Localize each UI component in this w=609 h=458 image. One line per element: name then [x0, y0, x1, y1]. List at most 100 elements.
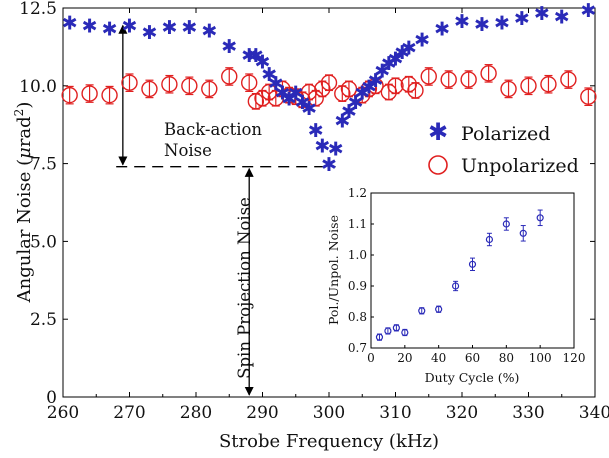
- unpolarized-point: [274, 80, 291, 98]
- unpolarized-point: [340, 80, 358, 98]
- inset-point: [502, 217, 510, 231]
- inset-y-tick-label: 0.8: [348, 310, 367, 324]
- polarized-point: ✱: [321, 154, 337, 176]
- polarized-point: ✱: [354, 83, 370, 105]
- polarized-point: ✱: [301, 98, 317, 120]
- inset-point: [375, 333, 384, 341]
- unpolarized-point: [520, 76, 537, 96]
- inset-point: [418, 307, 426, 315]
- polarized-point: ✱: [388, 48, 404, 70]
- unpolarized-point: [181, 76, 198, 96]
- y-tick-label: 12.5: [19, 0, 57, 19]
- unpolarized-point: [500, 79, 517, 99]
- unpolarized-point: [367, 77, 384, 95]
- inset-x-tick-label: 80: [499, 351, 514, 365]
- polarized-point: ✱: [341, 101, 357, 123]
- unpolarized-point: [540, 74, 557, 94]
- polarized-point: ✱: [401, 37, 417, 59]
- unpolarized-point: [221, 67, 238, 86]
- inset-point: [485, 232, 494, 247]
- polarized-point: ✱: [248, 45, 264, 67]
- polarized-point: ✱: [122, 16, 138, 38]
- main-x-axis-title: Strobe Frequency (kHz): [219, 431, 439, 452]
- back-action-label-line2: Noise: [164, 141, 212, 160]
- x-tick-label: 340: [579, 403, 609, 423]
- unpolarized-point: [101, 85, 118, 105]
- polarized-point: ✱: [102, 19, 118, 41]
- polarized-point: ✱: [580, 0, 596, 22]
- polarized-point: ✱: [348, 92, 364, 114]
- inset-x-ticks: 0 20 40 60 80 100 120: [367, 345, 585, 365]
- inset-x-tick-label: 40: [431, 351, 446, 365]
- polarized-point: ✱: [361, 76, 377, 98]
- polarized-point: ✱: [394, 42, 410, 64]
- inset-y-tick-label: 1.2: [348, 186, 367, 200]
- unpolarized-point: [440, 70, 457, 89]
- polarized-point: ✱: [554, 6, 570, 28]
- inset-point: [392, 324, 400, 332]
- polarized-point: ✱: [141, 22, 157, 44]
- main-series: ✱ ✱ ✱ ✱ ✱ ✱ ✱ ✱✱ ✱✱✱✱✱✱✱✱✱✱✱✱✱✱✱✱✱✱✱✱✱✱✱✱✱✱ ✱ ✱ ✱ ✱ ✱…: [61, 0, 597, 176]
- polarized-point: ✱: [62, 13, 78, 35]
- unpolarized-point: [201, 79, 218, 99]
- main-x-ticks: 260 270 280 290 300 310 320 330 340: [47, 8, 609, 423]
- x-tick-label: 260: [47, 403, 79, 423]
- inset-x-tick-label: 60: [465, 351, 480, 365]
- polarized-point: ✱: [328, 139, 344, 161]
- y-tick-label: 7.5: [30, 155, 57, 175]
- inset-y-ticks: 0.7 0.8 0.9 1.0 1.1 1.2: [348, 186, 374, 355]
- unpolarized-point: [240, 73, 258, 93]
- inset-point: [468, 257, 477, 271]
- unpolarized-point: [380, 83, 398, 101]
- inset-point: [519, 225, 527, 242]
- polarized-point: ✱: [334, 111, 350, 133]
- x-tick-label: 310: [379, 403, 411, 423]
- y-tick-label: 10.0: [19, 77, 57, 97]
- polarized-point: ✱: [261, 64, 277, 86]
- polarized-point: ✱: [268, 73, 284, 95]
- polarized-point: ✱: [474, 14, 490, 36]
- inset-point: [401, 328, 409, 337]
- inset-point: [536, 209, 544, 227]
- polarized-point: ✱: [201, 20, 217, 42]
- inset-y-tick-label: 0.9: [348, 279, 367, 293]
- inset-series: [375, 209, 544, 341]
- unpolarized-point: [161, 74, 178, 94]
- inset-x-tick-label: 20: [397, 351, 412, 365]
- unpolarized-point: [141, 79, 158, 99]
- polarized-point: ✱: [368, 70, 384, 92]
- y-tick-label: 0: [46, 388, 57, 408]
- unpolarized-point: [121, 73, 138, 93]
- legend-circle-icon: [428, 155, 448, 175]
- polarized-point: ✱: [374, 61, 390, 83]
- unpolarized-point: [580, 87, 597, 107]
- x-tick-label: 280: [180, 403, 212, 423]
- polarized-point: ✱: [294, 92, 310, 114]
- main-y-axis-title: Angular Noise (μrad2): [12, 102, 35, 304]
- annotations: Back-action Noise Spin Projection Noise: [116, 24, 336, 396]
- x-tick-label: 320: [446, 403, 478, 423]
- polarized-point: ✱: [434, 19, 450, 41]
- polarized-point: ✱: [274, 83, 290, 105]
- polarized-point: ✱: [514, 8, 530, 30]
- unpolarized-point: [407, 82, 424, 99]
- unpolarized-point: [387, 77, 404, 95]
- legend: ✱ Polarized Unpolarized: [428, 118, 579, 177]
- y-tick-label: 5.0: [30, 232, 57, 252]
- x-tick-label: 330: [512, 403, 544, 423]
- inset-point: [451, 280, 460, 292]
- polarized-point: ✱: [534, 3, 550, 25]
- x-tick-label: 290: [246, 403, 278, 423]
- unpolarized-point: [460, 70, 477, 89]
- polarized-point: ✱: [288, 83, 304, 105]
- unpolarized-point: [560, 70, 577, 89]
- legend-unpolarized: Unpolarized: [461, 155, 579, 177]
- polarized-point: ✱: [161, 17, 177, 39]
- polarized-point: ✱: [281, 89, 297, 111]
- inset-y-tick-label: 1.0: [348, 248, 367, 262]
- spin-projection-label: Spin Projection Noise: [235, 197, 254, 379]
- back-action-label-line1: Back-action: [164, 120, 262, 139]
- polarized-point: ✱: [82, 16, 98, 38]
- inset-x-tick-label: 120: [563, 351, 586, 365]
